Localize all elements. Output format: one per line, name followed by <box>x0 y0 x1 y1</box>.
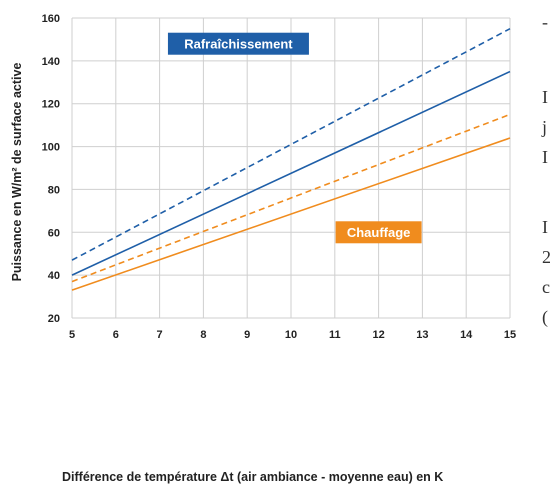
tick-labels: 5 6 7 8 9 10 11 12 13 14 15 20 40 60 80 100 120 140 160 <box>42 13 516 341</box>
y-axis-title: Puissance en W/m² de surface active <box>10 63 24 282</box>
side-text-fragment: I <box>542 147 548 167</box>
side-text-fragment: c <box>542 277 550 297</box>
y-tick-label: 120 <box>42 99 60 111</box>
side-text-fragment: I <box>542 87 548 107</box>
y-tick-label: 140 <box>42 56 60 68</box>
y-tick-label: 100 <box>42 142 60 154</box>
annotation-box <box>335 221 422 244</box>
side-text-fragment: j <box>541 117 547 137</box>
x-tick-label: 7 <box>157 329 163 341</box>
x-tick-label: 5 <box>69 329 75 341</box>
x-tick-label: 10 <box>285 329 297 341</box>
y-tick-label: 60 <box>48 227 60 239</box>
x-tick-label: 6 <box>113 329 119 341</box>
x-tick-label: 8 <box>200 329 206 341</box>
annotation-box <box>167 32 309 55</box>
series-lines <box>71 28 511 291</box>
grid <box>71 17 511 319</box>
x-tick-label: 9 <box>244 329 250 341</box>
side-text-fragment: 2 <box>542 247 550 267</box>
series-line-solid <box>71 137 511 291</box>
series-line-solid <box>71 70 511 276</box>
x-tick-label: 13 <box>416 329 428 341</box>
annotations: Rafraîchissement Chauffage <box>167 32 422 244</box>
annotation-label: Rafraîchissement <box>184 36 293 51</box>
series-line-dashed <box>71 113 511 283</box>
annotation-label: Chauffage <box>347 225 411 240</box>
x-tick-label: 14 <box>460 329 473 341</box>
series-line-dashed <box>71 28 511 261</box>
y-tick-label: 160 <box>42 13 60 25</box>
side-text-fragment: - <box>542 12 548 32</box>
side-text-fragment: ( <box>542 307 548 328</box>
side-text-fragment: I <box>542 217 548 237</box>
y-tick-label: 20 <box>48 313 60 325</box>
x-axis-title: Différence de température Δt (air ambian… <box>62 470 443 484</box>
y-tick-label: 80 <box>48 184 60 196</box>
y-tick-label: 40 <box>48 270 60 282</box>
x-tick-label: 12 <box>372 329 384 341</box>
x-tick-label: 15 <box>504 329 516 341</box>
x-tick-label: 11 <box>329 329 341 341</box>
